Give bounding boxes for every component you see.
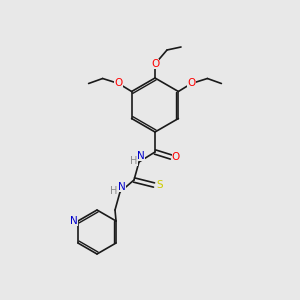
Text: N: N — [118, 182, 126, 192]
Text: O: O — [115, 79, 123, 88]
Text: O: O — [172, 152, 180, 162]
Text: O: O — [151, 59, 159, 69]
Text: O: O — [187, 79, 196, 88]
Text: N: N — [137, 151, 145, 161]
Text: H: H — [110, 186, 118, 196]
Text: N: N — [70, 216, 78, 226]
Text: S: S — [157, 180, 163, 190]
Text: H: H — [130, 156, 138, 166]
